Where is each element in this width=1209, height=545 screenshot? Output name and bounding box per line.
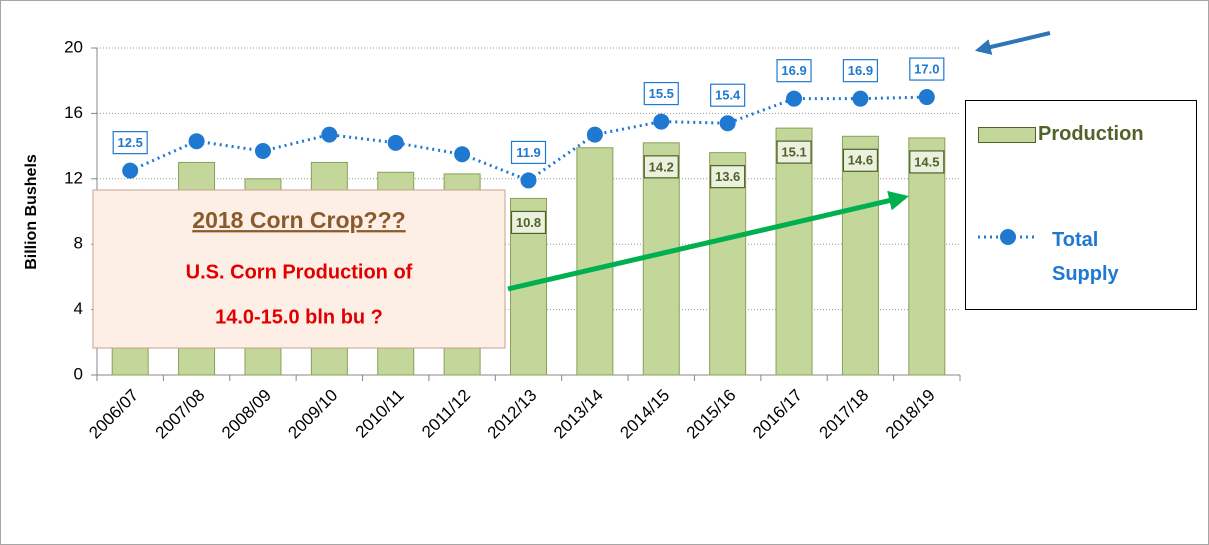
data-label-box bbox=[710, 165, 746, 189]
annotation: U.S. Corn Production of bbox=[186, 261, 413, 283]
y-tick-label: 4 bbox=[74, 299, 83, 318]
legend-swatch bbox=[978, 127, 1036, 143]
data-label: 14.2 bbox=[643, 155, 679, 179]
bar bbox=[709, 152, 747, 376]
x-tick-label: 2010/11 bbox=[352, 386, 408, 442]
arrow bbox=[974, 31, 1051, 55]
bar bbox=[908, 137, 946, 376]
arrow bbox=[507, 190, 909, 292]
data-label-box bbox=[112, 131, 148, 155]
legend-swatch bbox=[978, 229, 1038, 245]
x-tick-label: 2014/15 bbox=[616, 386, 673, 443]
bar bbox=[775, 127, 813, 376]
y-tick-label: 20 bbox=[64, 37, 83, 56]
x-tick-label: 2017/18 bbox=[816, 386, 873, 443]
data-label-box bbox=[776, 59, 812, 83]
y-tick-label: 8 bbox=[74, 234, 83, 253]
data-label: 10.8 bbox=[510, 210, 547, 235]
marker bbox=[520, 172, 537, 189]
marker bbox=[719, 115, 736, 132]
data-label-box bbox=[710, 83, 746, 107]
data-label-box bbox=[643, 81, 679, 106]
data-label: 10.8 bbox=[516, 215, 541, 230]
data-label: 14.6 bbox=[848, 153, 873, 168]
marker bbox=[321, 126, 338, 143]
data-label: 12.5 bbox=[112, 131, 148, 155]
annotation-box bbox=[92, 189, 506, 349]
marker bbox=[586, 126, 603, 143]
data-label: 14.6 bbox=[842, 148, 879, 172]
bar bbox=[576, 147, 614, 376]
data-label: 17.0 bbox=[914, 61, 939, 76]
y-tick-label: 0 bbox=[74, 364, 83, 383]
y-axis-title: Billion Bushels bbox=[23, 154, 40, 270]
marker bbox=[387, 134, 404, 151]
data-label-box bbox=[776, 140, 812, 164]
x-tick-label: 2007/08 bbox=[152, 386, 209, 443]
data-label: 15.5 bbox=[649, 86, 674, 101]
y-tick-label: 12 bbox=[64, 168, 83, 187]
marker bbox=[653, 113, 670, 130]
data-label: 14.2 bbox=[649, 159, 674, 174]
data-label: 11.9 bbox=[510, 140, 547, 165]
data-label-box bbox=[909, 150, 945, 174]
x-tick-label: 2015/16 bbox=[683, 386, 740, 443]
marker bbox=[122, 162, 139, 179]
x-tick-label: 2006/07 bbox=[85, 386, 142, 443]
marker bbox=[852, 90, 869, 107]
marker bbox=[454, 146, 471, 163]
data-label: 15.4 bbox=[715, 88, 741, 103]
data-label: 14.5 bbox=[909, 150, 945, 174]
data-label: 13.6 bbox=[710, 165, 746, 189]
legend-marker bbox=[1000, 229, 1016, 245]
marker bbox=[188, 133, 205, 150]
x-tick-label: 2016/17 bbox=[749, 386, 806, 443]
x-tick-label: 2011/12 bbox=[418, 386, 474, 442]
data-label: 16.9 bbox=[848, 63, 873, 78]
marker bbox=[918, 89, 935, 106]
x-tick-label: 2012/13 bbox=[484, 386, 541, 443]
data-label: 14.5 bbox=[914, 154, 939, 169]
legend-label: Production bbox=[1038, 123, 1144, 145]
x-tick-label: 2008/09 bbox=[218, 386, 275, 443]
data-label: 15.4 bbox=[710, 83, 746, 107]
data-label: 17.0 bbox=[909, 57, 945, 81]
data-label-box bbox=[510, 140, 547, 165]
annotation: 2018 Corn Crop??? bbox=[192, 207, 405, 233]
data-label-box bbox=[909, 57, 945, 81]
bar bbox=[841, 135, 879, 376]
data-label-box bbox=[510, 210, 547, 235]
data-label: 16.9 bbox=[781, 63, 806, 78]
data-label: 11.9 bbox=[516, 145, 541, 160]
data-label-box bbox=[643, 155, 679, 179]
legend: Production Total Supply bbox=[965, 100, 1197, 310]
data-label-box bbox=[842, 59, 879, 83]
data-label: 12.5 bbox=[118, 135, 143, 150]
data-label: 15.1 bbox=[776, 140, 812, 164]
marker bbox=[254, 143, 271, 160]
data-label: 16.9 bbox=[842, 59, 879, 83]
data-label: 15.1 bbox=[781, 145, 806, 160]
data-label: 13.6 bbox=[715, 169, 740, 184]
marker bbox=[786, 90, 803, 107]
data-label: 15.5 bbox=[643, 81, 679, 106]
x-tick-label: 2018/19 bbox=[882, 386, 939, 443]
data-label-box bbox=[842, 148, 879, 172]
annotation: 14.0-15.0 bln bu ? bbox=[215, 306, 383, 328]
x-tick-label: 2009/10 bbox=[284, 386, 341, 443]
x-tick-label: 2013/14 bbox=[550, 386, 607, 443]
legend-label: Total Supply bbox=[1052, 229, 1119, 285]
data-label: 16.9 bbox=[776, 59, 812, 83]
y-tick-label: 16 bbox=[64, 103, 83, 122]
